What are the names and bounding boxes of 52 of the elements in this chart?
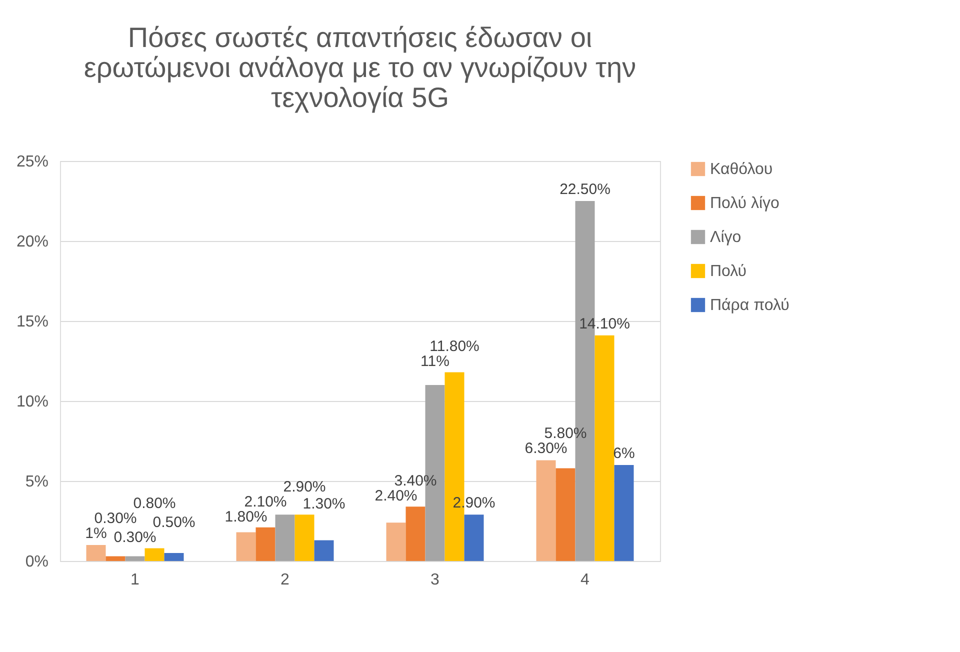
text: ερωτώμενοι ανάλογα με το αν γνωρίζουν την [84,52,636,83]
data-label: 5.80% [544,425,587,442]
y-tick-label: 15% [16,314,48,330]
data-label: 22.50% [560,181,610,198]
bar [275,514,295,561]
data-label: 0.80% [133,495,176,512]
data-label: 14.10% [579,315,630,332]
text: Πόσες σωστές απαντήσεις έδωσαν οι [128,22,592,53]
x-tick-label: 2 [280,572,290,588]
x-tick-label: 3 [430,572,440,588]
x-tick-label: 1 [130,572,140,588]
bar [386,522,406,561]
data-label: 2.90% [283,478,326,496]
data-label: 11% [420,353,450,370]
data-label: 2.40% [374,488,418,505]
y-tick-label: 20% [16,234,48,250]
bar [536,460,556,561]
legend-label: Πολύ [710,263,747,280]
data-label: 0.30% [114,529,156,546]
legend-label: Καθόλου [710,161,773,178]
data-label: 0.50% [152,514,196,532]
bar [614,465,634,561]
legend-label: Πάρα πολύ [710,297,790,314]
y-tick-label: 5% [25,474,48,490]
bar [164,553,184,561]
data-label: 1% [85,525,107,542]
legend-label: Λίγο [710,229,742,246]
bar [106,556,126,561]
bar [556,468,576,561]
bar [144,548,164,561]
bar [125,556,145,561]
bar [86,545,106,561]
text: τεχνολογία 5G [271,82,449,113]
data-label: 11.80% [430,338,480,356]
bar [314,540,334,561]
bar [256,527,276,561]
bar [464,514,484,561]
data-label: 6.30% [524,440,568,458]
bar [294,514,314,561]
data-label: 1.30% [302,496,346,513]
y-tick-label: 25% [16,154,48,170]
data-label: 3.40% [394,472,437,490]
bar [406,506,426,561]
data-label: 1.80% [224,508,268,526]
y-tick-label: 0% [25,554,48,570]
x-tick-label: 4 [580,572,590,588]
y-tick-label: 10% [16,394,48,410]
data-label: 0.30% [94,510,137,527]
legend-label: Πολύ λίγο [710,195,780,212]
data-label: 2.10% [244,493,287,510]
bar [594,335,614,561]
bar [236,532,256,561]
